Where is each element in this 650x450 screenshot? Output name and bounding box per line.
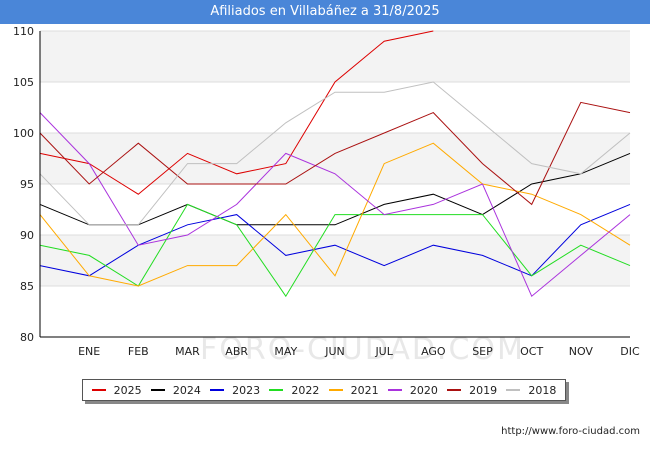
legend-item-2025: 2025 <box>91 383 142 397</box>
legend-swatch <box>328 389 343 391</box>
y-tick-label: 85 <box>20 280 34 293</box>
legend-label: 2020 <box>409 383 438 397</box>
x-tick-label: FEB <box>128 345 149 358</box>
legend-item-2022: 2022 <box>269 384 319 397</box>
watermark: FORO-CIUDAD.COM <box>200 332 525 367</box>
legend-swatch <box>447 389 462 391</box>
legend-label: 2018 <box>528 383 557 397</box>
legend-item-2019: 2019 <box>447 384 497 397</box>
legend-swatch <box>387 389 402 391</box>
x-tick-label: DIC <box>620 345 640 358</box>
legend-swatch <box>210 389 225 391</box>
x-axis-ticks: ENE FEB MAR ABR MAY JUN JUL AGO SEP OCT NOV DIC <box>78 345 640 358</box>
series-line-2019 <box>39 101 631 206</box>
y-tick-label: 110 <box>13 25 34 38</box>
legend-label: 2019 <box>469 383 498 397</box>
legend-label: 2024 <box>172 383 201 397</box>
legend-label: 2021 <box>350 383 379 397</box>
legend-item-2021: 2021 <box>328 383 379 397</box>
x-tick-label: OCT <box>520 345 543 358</box>
legend-item-2024: 2024 <box>150 383 201 397</box>
legend-label: 2022 <box>291 383 320 397</box>
legend-item-2020: 2020 <box>387 383 438 397</box>
legend-item-2018: 2018 <box>506 384 556 397</box>
x-tick-label: AGO <box>421 345 446 358</box>
plot-band <box>40 235 630 286</box>
series-line-2018 <box>39 81 631 226</box>
y-axis-ticks: 80 85 90 95 100 105 110 <box>13 25 34 344</box>
legend-swatch <box>506 389 521 391</box>
series-line-2025 <box>39 30 434 195</box>
series-lines <box>39 30 631 298</box>
x-tick-label: JUL <box>374 345 393 358</box>
y-tick-label: 105 <box>13 76 34 89</box>
legend-label: 2023 <box>232 383 261 397</box>
legend-swatch <box>269 389 284 391</box>
series-line-2020 <box>39 112 631 298</box>
y-tick-label: 90 <box>20 229 34 242</box>
y-tick-label: 95 <box>20 178 34 191</box>
chart-title: Afiliados en Villabáñez a 31/8/2025 <box>0 0 650 24</box>
legend-swatch <box>150 389 165 391</box>
x-tick-label: MAR <box>175 345 200 358</box>
x-tick-label: SEP <box>472 345 493 358</box>
y-tick-label: 80 <box>20 331 34 344</box>
legend-label: 2025 <box>113 383 142 397</box>
x-tick-label: ABR <box>225 345 248 358</box>
x-tick-label: MAY <box>274 345 297 358</box>
x-tick-label: JUN <box>324 345 345 358</box>
x-tick-label: NOV <box>569 345 594 358</box>
plot-band <box>40 31 630 82</box>
axes <box>39 31 630 338</box>
x-tick-label: ENE <box>78 345 100 358</box>
y-tick-label: 100 <box>13 127 34 140</box>
source-link[interactable]: http://www.foro-ciudad.com <box>501 426 640 437</box>
legend: 2025 2024 2023 2022 2021 2020 2019 2018 <box>82 379 566 401</box>
legend-item-2023: 2023 <box>210 384 260 397</box>
plot-bands <box>40 31 630 286</box>
plot-band <box>40 133 630 184</box>
legend-swatch <box>91 389 106 391</box>
series-line-2021 <box>39 142 631 287</box>
